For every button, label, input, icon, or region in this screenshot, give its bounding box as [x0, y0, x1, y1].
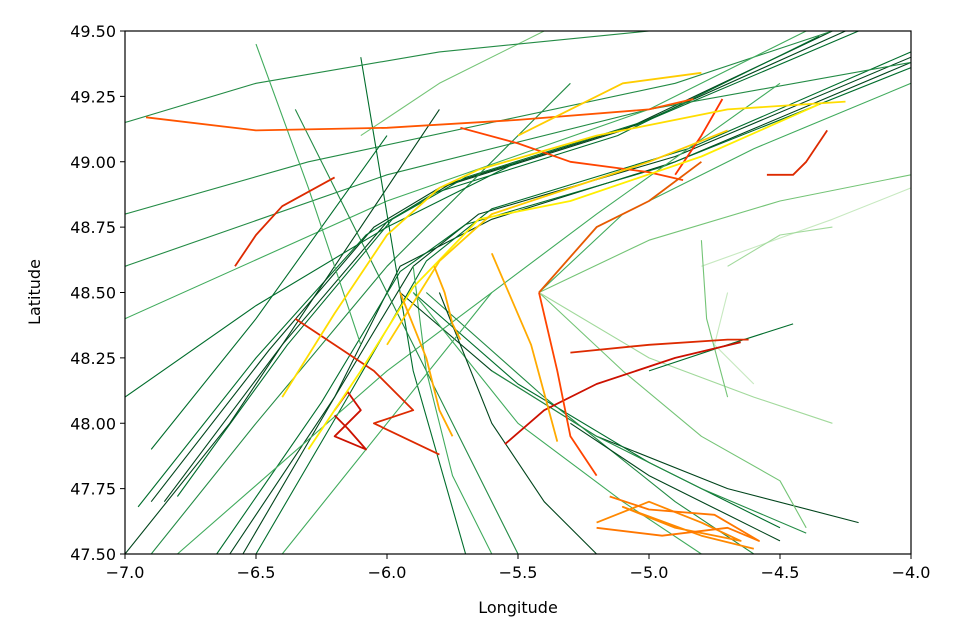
track-line-27 [727, 226, 833, 267]
track-line-38 [125, 161, 519, 398]
track-line-4 [150, 31, 833, 503]
x-tick-label: −6.0 [368, 563, 407, 582]
track-line-58 [490, 252, 559, 442]
y-axis-ticks: 47.50 47.75 48.00 48.25 48.50 48.75 49.00 49.25… [70, 22, 125, 564]
x-tick-label: −7.0 [106, 563, 145, 582]
track-line-2 [255, 51, 911, 554]
track-line-32 [570, 422, 781, 542]
y-tick-label: 48.25 [70, 349, 116, 368]
track-line-16 [412, 266, 493, 554]
x-axis-label: Longitude [478, 598, 558, 617]
track-line-33 [491, 370, 807, 534]
track-line-47 [766, 129, 828, 176]
x-tick-label: −6.5 [237, 563, 276, 582]
track-line-41 [294, 317, 440, 456]
track-line-51 [596, 495, 760, 542]
track-line-46 [538, 292, 598, 477]
track-line-54 [386, 129, 728, 346]
track-line-43 [460, 126, 684, 181]
y-tick-label: 47.50 [70, 545, 116, 564]
track-line-35 [713, 292, 755, 385]
track-lines [125, 31, 911, 554]
plot-background [125, 31, 911, 554]
track-line-0 [229, 61, 911, 554]
track-line-8 [125, 31, 833, 215]
track-line-56 [399, 292, 454, 437]
track-line-36 [700, 240, 729, 398]
x-tick-label: −5.5 [499, 563, 538, 582]
track-line-44 [570, 338, 749, 354]
track-line-26 [701, 187, 911, 267]
track-line-55 [517, 71, 702, 137]
track-line-7 [137, 35, 820, 508]
y-tick-label: 49.00 [70, 153, 116, 172]
track-line-22 [538, 292, 807, 529]
track-line-57 [433, 265, 462, 341]
track-line-12 [150, 82, 571, 554]
x-tick-label: −4.0 [892, 563, 931, 582]
track-line-23 [538, 292, 833, 424]
track-line-29 [125, 31, 650, 124]
track-line-21 [438, 292, 597, 554]
track-line-39 [145, 98, 694, 132]
y-axis-label: Latitude [25, 259, 44, 325]
track-line-49 [538, 161, 702, 294]
track-line-45 [504, 341, 741, 445]
track-line-37 [281, 292, 493, 554]
y-tick-label: 48.00 [70, 414, 116, 433]
y-tick-label: 49.50 [70, 22, 116, 41]
x-tick-label: −5.0 [630, 563, 669, 582]
x-tick-label: −4.5 [761, 563, 800, 582]
track-line-13 [125, 109, 440, 554]
track-line-50 [596, 500, 755, 550]
track-line-10 [125, 31, 807, 320]
track-line-9 [125, 61, 911, 267]
track-line-53 [307, 103, 820, 450]
track-line-1 [242, 56, 911, 554]
y-tick-label: 49.25 [70, 87, 116, 106]
y-tick-label: 48.75 [70, 218, 116, 237]
y-tick-label: 48.50 [70, 284, 116, 303]
track-line-28 [360, 31, 545, 137]
track-line-30 [150, 135, 388, 450]
track-line-31 [255, 43, 362, 345]
track-line-24 [538, 174, 911, 293]
y-tick-label: 47.75 [70, 480, 116, 499]
track-line-3 [216, 67, 911, 554]
track-line-18 [412, 292, 781, 529]
track-line-52 [281, 100, 846, 398]
track-line-40 [234, 176, 336, 267]
x-axis-ticks: −7.0 −6.5 −6.0 −5.5 −5.0 −4.5 −4.0 [106, 554, 931, 582]
track-line-25 [538, 82, 911, 293]
track-line-15 [294, 109, 519, 554]
